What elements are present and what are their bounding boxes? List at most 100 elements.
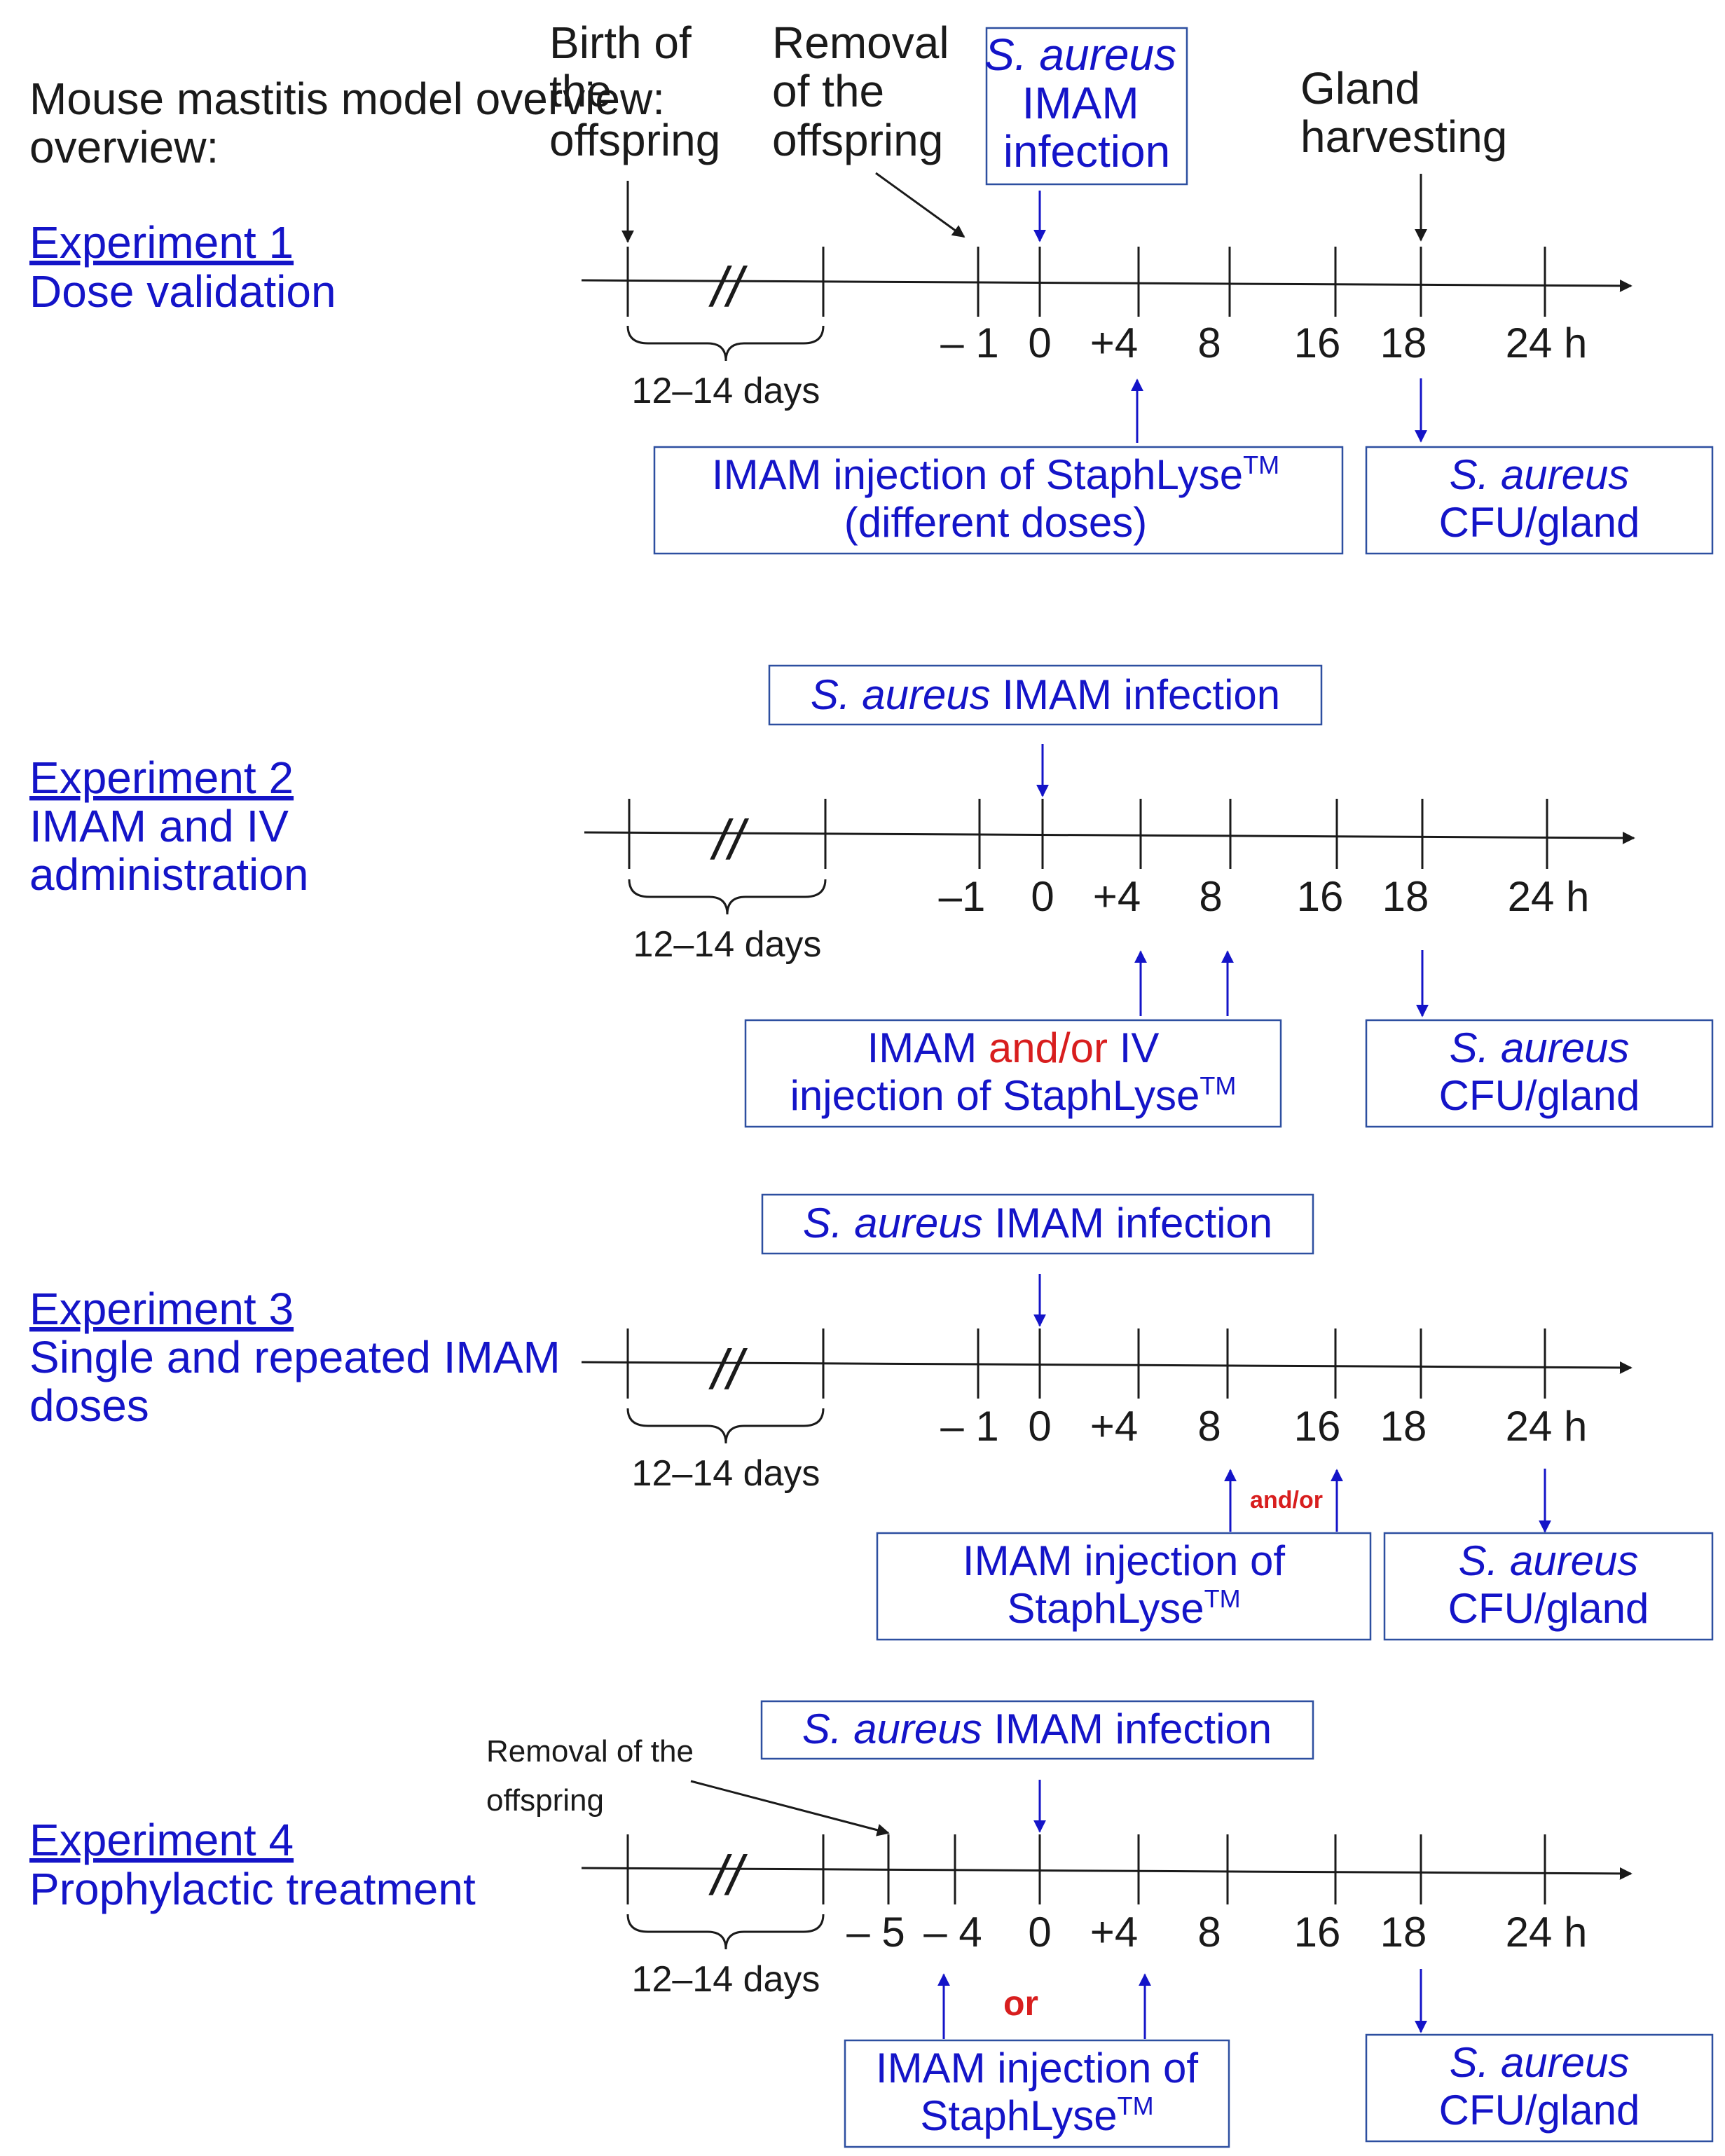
exp3-timeline — [581, 1361, 1633, 1374]
exp2-tick-label: 18 — [1382, 873, 1429, 920]
exp2-break-mark: // — [710, 809, 750, 871]
exp2-subtitle-line2: administration — [29, 849, 308, 900]
exp3-treatment-line2: StaphLyseTM — [1007, 1584, 1240, 1632]
exp1-removal-label: Removal of the offspring — [772, 18, 961, 165]
experiment-2: S. aureus IMAM infection Experiment 2 IM… — [29, 664, 1714, 1128]
exp2-treatment-line1: IMAM and/or IV — [867, 1024, 1160, 1071]
exp4-treatment-box — [844, 2039, 1230, 2148]
exp4-tick-label: 18 — [1380, 1909, 1427, 1956]
exp2-infection-box — [768, 664, 1323, 726]
exp3-treatment-line1: IMAM injection of — [963, 1537, 1285, 1584]
exp4-tick-labels: – 5 – 4 0 +4 8 16 18 24 h — [846, 1909, 1587, 1956]
exp2-interval-label: 12–14 days — [633, 924, 822, 965]
exp1-infection-label: S. aureus IMAM infection — [984, 29, 1189, 177]
exp1-birth-line3: offspring — [549, 115, 720, 165]
exp2-tick-label: 16 — [1297, 873, 1344, 920]
exp3-cfu-line2: CFU/gland — [1448, 1585, 1649, 1632]
exp2-treatment-text: injection of StaphLyse — [790, 1072, 1200, 1119]
exp3-link[interactable]: Experiment 3 — [29, 1284, 294, 1334]
exp1-break-mark: // — [708, 256, 748, 318]
exp1-treatment-line1: IMAM injection of StaphLyseTM — [712, 451, 1279, 498]
exp3-tick-label: 24 h — [1506, 1403, 1588, 1450]
exp1-cfu-box — [1365, 446, 1714, 555]
exp4-removal-arrow — [690, 1780, 890, 1836]
experiment-3: S. aureus IMAM infection Experiment 3 Si… — [29, 1193, 1714, 1641]
exp4-infection-label: S. aureus IMAM infection — [802, 1705, 1272, 1752]
exp4-infection-box — [760, 1700, 1314, 1760]
exp4-tick-label: 0 — [1028, 1909, 1051, 1956]
exp3-break-mark: // — [708, 1338, 748, 1401]
exp2-treatment-box — [744, 1019, 1282, 1128]
exp1-harvest-line2: harvesting — [1300, 111, 1507, 162]
exp3-treatment-box — [876, 1532, 1372, 1641]
exp1-tick-label: 0 — [1028, 320, 1051, 366]
exp3-andor-label: and/or — [1250, 1487, 1323, 1513]
exp4-removal-line1: Removal of the — [486, 1734, 694, 1769]
exp1-tick-label: +4 — [1090, 320, 1138, 366]
exp4-infection-rest: IMAM infection — [982, 1705, 1272, 1752]
exp4-link[interactable]: Experiment 4 — [29, 1815, 294, 1865]
exp4-treatment-line1: IMAM injection of — [876, 2045, 1198, 2092]
exp4-removal-label: Removal of the offspring — [486, 1734, 702, 1818]
exp2-treatment-imam: IMAM — [867, 1024, 989, 1071]
exp4-subtitle: Prophylactic treatment — [29, 1864, 476, 1914]
exp4-interval-brace — [626, 1914, 825, 1950]
exp2-subtitle: IMAM and IV administration — [29, 801, 308, 900]
exp4-infection-species: S. aureus — [802, 1705, 982, 1752]
exp2-interval-brace — [628, 879, 827, 915]
exp2-tick-labels: –1 0 +4 8 16 18 24 h — [939, 873, 1590, 920]
exp3-infection-rest: IMAM infection — [983, 1200, 1272, 1247]
exp3-treatment-text: StaphLyse — [1007, 1585, 1204, 1632]
exp4-or-label: or — [1003, 1984, 1038, 2023]
exp4-tick-label: – 5 — [846, 1909, 905, 1956]
exp2-tick-label: +4 — [1093, 873, 1141, 920]
exp4-interval-label: 12–14 days — [632, 1959, 820, 2000]
diagram-title-line2: overview: — [29, 122, 219, 172]
exp2-subtitle-line1: IMAM and IV — [29, 801, 289, 851]
exp4-tick-label: 16 — [1294, 1909, 1341, 1956]
exp4-tick-label: – 4 — [923, 1909, 982, 1956]
exp3-cfu-line1: S. aureus — [1459, 1537, 1639, 1584]
exp1-infection-box — [985, 27, 1188, 186]
exp1-cfu-line1: S. aureus — [1450, 451, 1630, 498]
exp1-tick-label: 18 — [1380, 320, 1427, 366]
exp3-tm: TM — [1204, 1584, 1241, 1613]
exp3-infection-label: S. aureus IMAM infection — [803, 1200, 1272, 1247]
exp4-treatment-line2: StaphLyseTM — [920, 2092, 1153, 2139]
exp2-infection-rest: IMAM infection — [991, 671, 1280, 718]
exp3-tick-label: 16 — [1294, 1403, 1341, 1450]
exp1-interval-brace — [626, 325, 825, 362]
exp2-cfu-line2: CFU/gland — [1439, 1072, 1640, 1119]
experiment-4: S. aureus IMAM infection Removal of the … — [29, 1700, 1714, 2148]
exp1-removal-arrow — [875, 172, 965, 238]
exp3-tick-label: 18 — [1380, 1403, 1427, 1450]
exp1-subtitle: Dose validation — [29, 266, 336, 317]
exp2-treatment-andor: and/or — [989, 1024, 1108, 1071]
exp2-treatment-iv: IV — [1108, 1024, 1159, 1071]
exp1-birth-label: Birth of the offspring — [549, 18, 720, 165]
exp2-tick-label: 8 — [1199, 873, 1222, 920]
exp3-infection-box — [761, 1193, 1314, 1255]
exp2-cfu-line1: S. aureus — [1450, 1024, 1630, 1071]
exp3-subtitle: Single and repeated IMAM doses — [29, 1332, 573, 1431]
diagram-title: Mouse mastitis model overview: — [29, 74, 665, 124]
exp1-removal-line2: of the — [772, 66, 884, 116]
exp3-tick-label: – 1 — [940, 1403, 998, 1450]
exp1-removal-line1: Removal — [772, 18, 949, 68]
exp2-tick-marks — [628, 799, 1548, 869]
exp3-tick-marks — [626, 1328, 1546, 1399]
exp1-link[interactable]: Experiment 1 — [29, 217, 294, 268]
exp1-infection-line3: infection — [1003, 126, 1170, 177]
exp2-link[interactable]: Experiment 2 — [29, 753, 294, 803]
exp3-tick-label: 0 — [1028, 1403, 1051, 1450]
exp4-tick-label: +4 — [1090, 1909, 1138, 1956]
exp2-infection-species: S. aureus — [811, 671, 991, 718]
exp3-tick-labels: – 1 0 +4 8 16 18 24 h — [940, 1403, 1587, 1450]
exp1-cfu-line2: CFU/gland — [1439, 499, 1640, 546]
exp4-cfu-line2: CFU/gland — [1439, 2087, 1640, 2134]
exp4-tick-marks — [626, 1834, 1546, 1904]
exp4-tick-label: 24 h — [1506, 1909, 1588, 1956]
exp4-tm: TM — [1118, 2092, 1154, 2120]
exp1-birth-line2: the — [549, 66, 612, 116]
exp3-tick-label: 8 — [1197, 1403, 1221, 1450]
